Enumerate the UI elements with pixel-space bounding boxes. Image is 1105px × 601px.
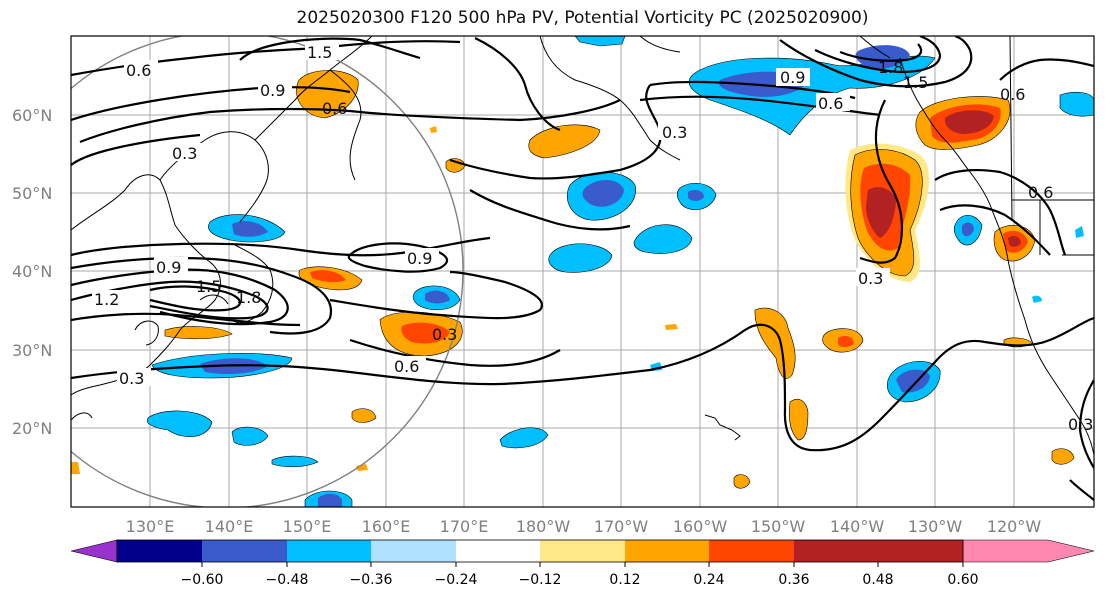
colorbar-tick-label: 0.24 (693, 572, 724, 588)
reference-circle (71, 36, 464, 507)
contour-labels: 0.6 1.5 0.9 0.3 0.6 0.9 0.6 0.3 1.8 1.5 … (92, 42, 1093, 434)
lat-label: 60°N (12, 106, 52, 125)
contour-label: 0.9 (260, 81, 285, 100)
negative-anomalies (146, 36, 1094, 507)
lon-label: 150°W (751, 517, 806, 536)
contour-label: 0.9 (156, 258, 181, 277)
contour-label: 0.3 (1068, 415, 1093, 434)
lon-label: 130°W (908, 517, 963, 536)
colorbar-tick-label: −0.36 (350, 572, 393, 588)
contour-label: 1.8 (878, 58, 903, 77)
colorbar-segment (878, 540, 963, 562)
colorbar-tick-label: 0.48 (862, 572, 893, 588)
lon-label: 170°W (594, 517, 649, 536)
contour-label: 0.3 (432, 325, 457, 344)
lat-label: 50°N (12, 184, 52, 203)
map-title: 2025020300 F120 500 hPa PV, Potential Vo… (296, 8, 869, 28)
colorbar-segment (287, 540, 371, 562)
contour-label: 0.6 (126, 61, 151, 80)
contour-label: 0.3 (119, 369, 144, 388)
contour-label: 0.6 (394, 357, 419, 376)
latitude-labels: 60°N 50°N 40°N 30°N 20°N (12, 106, 52, 438)
colorbar-tick-label: −0.60 (181, 572, 224, 588)
lon-label: 120°W (987, 517, 1042, 536)
contour-label: 0.9 (780, 68, 805, 87)
colorbar-segment (456, 540, 540, 562)
lon-label: 170°E (440, 517, 489, 536)
colorbar-segment (625, 540, 709, 562)
contour-label: 0.6 (1000, 85, 1025, 104)
map-frame (70, 35, 1095, 508)
lon-label: 150°E (283, 517, 332, 536)
contour-label: 1.5 (196, 277, 221, 296)
colorbar-tick-label: −0.48 (266, 572, 309, 588)
colorbar-segment (540, 540, 625, 562)
contour-label: 0.9 (407, 249, 432, 268)
contour-label: 0.6 (322, 99, 347, 118)
contour-label: 1.5 (903, 73, 928, 92)
colorbar-tick-label: −0.12 (519, 572, 562, 588)
lon-label: 180°W (516, 517, 571, 536)
lat-label: 40°N (12, 262, 52, 281)
colorbar: −0.60 −0.48 −0.36 −0.24 −0.12 0.12 0.24 … (70, 539, 1095, 588)
contour-label: 1.2 (94, 290, 119, 309)
contour-label: 0.6 (1028, 183, 1053, 202)
contour-label: 0.3 (858, 269, 883, 288)
colorbar-tick-label: −0.24 (435, 572, 478, 588)
contour-label: 0.3 (172, 144, 197, 163)
contour-label: 1.8 (236, 288, 261, 307)
contour-label: 0.3 (662, 123, 687, 142)
contour-label: 1.5 (307, 43, 332, 62)
colorbar-segment (794, 540, 878, 562)
contour-label: 0.6 (818, 94, 843, 113)
colorbar-tick-label: 0.36 (778, 572, 809, 588)
lat-label: 20°N (12, 419, 52, 438)
lon-label: 160°W (673, 517, 728, 536)
colorbar-extend-high (962, 539, 1095, 563)
colorbar-segment (117, 540, 202, 562)
lat-label: 30°N (12, 341, 52, 360)
colorbar-segment (371, 540, 456, 562)
colorbar-extend-low (70, 539, 118, 563)
colorbar-segment (202, 540, 287, 562)
lon-label: 140°E (205, 517, 254, 536)
colorbar-tick-label: 0.60 (947, 572, 978, 588)
pv-contours (71, 36, 1094, 501)
longitude-labels: 130°E 140°E 150°E 160°E 170°E 180°W 170°… (126, 517, 1042, 536)
colorbar-segment (709, 540, 794, 562)
lon-label: 160°E (362, 517, 411, 536)
colorbar-tick-label: 0.12 (609, 572, 640, 588)
lon-label: 140°W (830, 517, 885, 536)
lon-label: 130°E (126, 517, 175, 536)
